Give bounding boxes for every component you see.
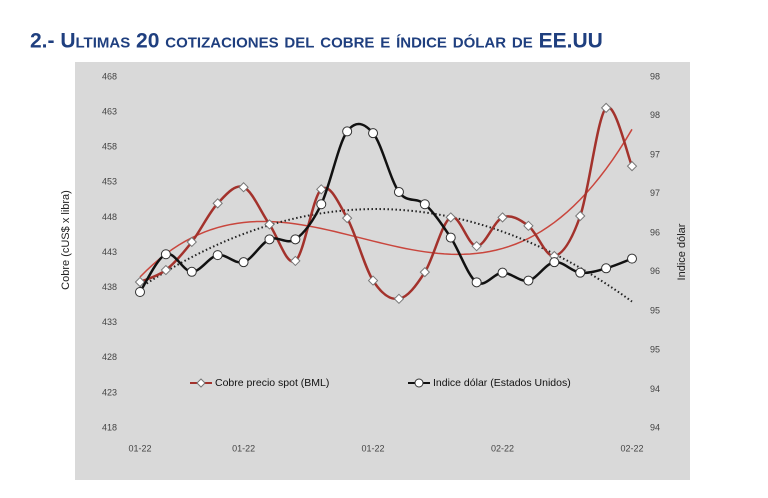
- chart-title: 2.- Ultimas 20 cotizaciones del cobre e …: [30, 30, 603, 53]
- y-tick-label: 423: [102, 387, 117, 397]
- data-point: [419, 266, 431, 278]
- data-point: [549, 257, 560, 268]
- y-tick-label: 438: [102, 282, 117, 292]
- y2-tick-label: 95: [650, 344, 660, 354]
- y-tick-label: 418: [102, 422, 117, 432]
- y2-tick-label: 98: [650, 110, 660, 120]
- legend-marker: [414, 378, 424, 388]
- data-point: [212, 198, 223, 209]
- data-point: [160, 249, 171, 260]
- data-point: [212, 250, 223, 261]
- y-tick-label: 448: [102, 212, 117, 222]
- y2-tick-label: 97: [650, 149, 660, 159]
- data-point: [238, 257, 249, 268]
- y-tick-label: 468: [102, 71, 117, 81]
- data-point: [316, 184, 327, 195]
- data-point: [393, 293, 405, 305]
- x-tick-label: 01-22: [128, 443, 151, 453]
- data-point: [497, 267, 508, 278]
- data-point: [316, 199, 327, 210]
- data-point: [290, 234, 301, 245]
- data-point: [367, 275, 379, 286]
- data-point: [471, 240, 482, 252]
- data-point: [160, 264, 172, 276]
- data-point: [238, 182, 249, 193]
- data-point: [368, 128, 379, 139]
- data-point: [264, 234, 275, 245]
- y-tick-label: 463: [102, 106, 117, 116]
- data-point: [471, 277, 482, 288]
- y2-tick-label: 95: [650, 306, 660, 316]
- y2-tick-label: 94: [650, 384, 660, 394]
- trend-line: [139, 208, 633, 303]
- x-tick-label: 02-22: [491, 443, 514, 453]
- y2-tick-label: 94: [650, 422, 660, 432]
- data-point: [342, 126, 353, 137]
- data-point: [601, 263, 612, 274]
- y2-tick-label: 98: [650, 71, 660, 81]
- data-point: [419, 199, 430, 210]
- legend-label: Cobre precio spot (BML): [215, 377, 329, 389]
- legend-marker: [196, 378, 206, 388]
- y-tick-label: 428: [102, 352, 117, 362]
- y-tick-label: 443: [102, 247, 117, 257]
- data-point: [186, 266, 197, 277]
- data-point: [290, 255, 301, 267]
- plot-background: [75, 62, 690, 480]
- y-tick-label: 458: [102, 142, 117, 152]
- data-point: [264, 219, 275, 230]
- data-point: [135, 286, 145, 297]
- data-point: [341, 212, 353, 224]
- y2-tick-label: 96: [650, 266, 660, 276]
- data-point: [523, 275, 534, 286]
- legend-label: Indice dólar (Estados Unidos): [433, 377, 571, 389]
- data-point: [575, 210, 586, 222]
- data-point: [445, 232, 456, 243]
- x-tick-label: 01-22: [362, 443, 385, 453]
- y-tick-label: 453: [102, 177, 117, 187]
- x-tick-label: 02-22: [620, 443, 643, 453]
- data-point: [600, 102, 612, 114]
- data-point: [626, 160, 638, 172]
- data-point: [186, 236, 197, 248]
- y2-tick-label: 96: [650, 228, 660, 238]
- data-point: [445, 212, 456, 223]
- data-point: [134, 276, 146, 288]
- data-point: [627, 253, 637, 264]
- data-point: [393, 186, 404, 197]
- y2-axis-label: Indice dólar: [676, 223, 688, 280]
- data-point: [523, 220, 534, 232]
- trend-line: [139, 128, 633, 278]
- y-axis-label: Cobre (cUS$ x libra): [60, 190, 72, 290]
- y2-tick-label: 97: [650, 188, 660, 198]
- y-tick-label: 433: [102, 317, 117, 327]
- data-point: [497, 212, 508, 223]
- data-point: [575, 267, 586, 278]
- x-tick-label: 01-22: [232, 443, 255, 453]
